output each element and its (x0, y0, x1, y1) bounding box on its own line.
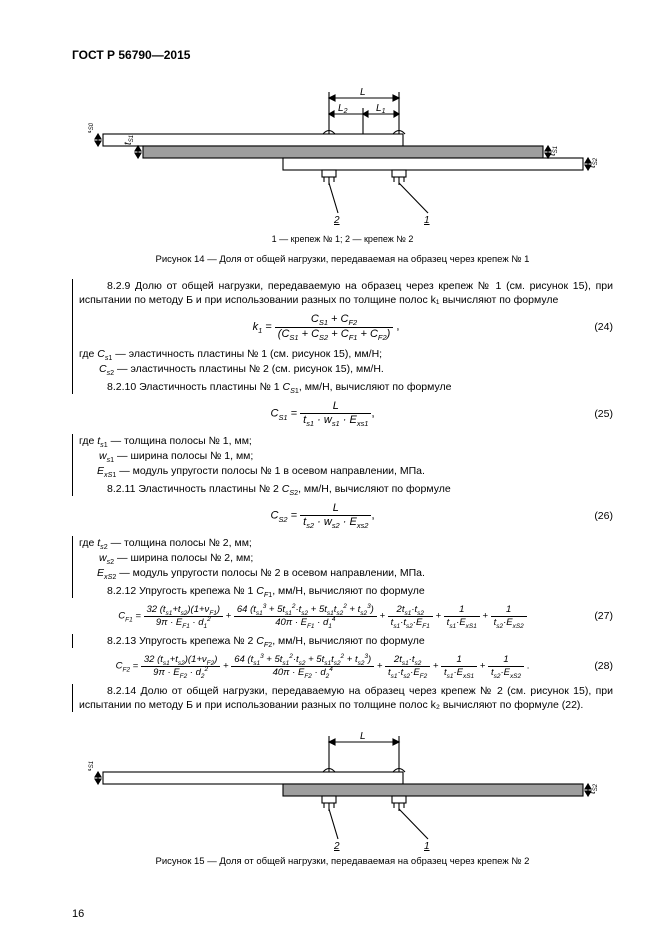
doc-header: ГОСТ Р 56790—2015 (72, 48, 613, 62)
svg-text:L1: L1 (376, 103, 386, 115)
figure-14-sublabel: 1 — крепеж № 1; 2 — крепеж № 2 (72, 234, 613, 244)
def-cs1: где Cs1 — эластичность пластины № 1 (см.… (79, 347, 613, 361)
def-exs1: ExS1 — модуль упругости полосы № 1 в осе… (79, 464, 613, 478)
def-ws1: ws1 — ширина полосы № 1, мм; (79, 449, 613, 463)
page-number: 16 (72, 908, 84, 920)
block-defs-25: где ts1 — толщина полосы № 1, мм; ws1 — … (72, 434, 613, 497)
eq24-lhs: k1 = (253, 321, 275, 333)
equation-27: CF1 = 32 (ts1+ts2)(1+νF1)9π · EF1 · d12 … (72, 604, 613, 628)
def-cs2: Cs2 — эластичность пластины № 2 (см. рис… (79, 362, 613, 376)
block-8-2-14: 8.2.14 Долю от общей нагрузки, передавае… (72, 684, 613, 712)
eq26-num: (26) (573, 509, 613, 523)
p-8-2-14: 8.2.14 Долю от общей нагрузки, передавае… (79, 684, 613, 712)
svg-text:1: 1 (424, 215, 430, 226)
p-8-2-12: 8.2.12 Упругость крепежа № 1 CF1, мм/Н, … (79, 584, 613, 598)
eq25-num: (25) (573, 407, 613, 421)
equation-28: CF2 = 32 (ts1+ts2)(1+νF2)9π · EF2 · d22 … (72, 654, 613, 678)
figure-14-caption: Рисунок 14 — Доля от общей нагрузки, пер… (72, 254, 613, 265)
def-ws2: ws2 — ширина полосы № 2, мм; (79, 551, 613, 565)
svg-text:2: 2 (333, 841, 340, 852)
def-ts1: где ts1 — толщина полосы № 1, мм; (79, 434, 613, 448)
p-8-2-13: 8.2.13 Упругость крепежа № 2 CF2, мм/Н, … (79, 634, 613, 648)
equation-25: CS1 = L ts1 · ws1 · Exs1 , (25) (72, 400, 613, 427)
eq27-num: (27) (573, 609, 613, 623)
equation-24: k1 = CS1 + CF2 (CS1 + CS2 + CF1 + CF2) ,… (79, 313, 613, 340)
svg-text:L2: L2 (338, 103, 348, 115)
p-8-2-10: 8.2.10 Эластичность пластины № 1 CS1, мм… (79, 380, 613, 394)
def-ts2: где ts2 — толщина полосы № 2, мм; (79, 536, 613, 550)
p-8-2-11: 8.2.11 Эластичность пластины № 2 CS2, мм… (79, 482, 613, 496)
block-defs-26: где ts2 — толщина полосы № 2, мм; ws2 — … (72, 536, 613, 599)
figure-15-caption: Рисунок 15 — Доля от общей нагрузки, пер… (72, 856, 613, 867)
svg-text:2: 2 (333, 215, 340, 226)
svg-text:1: 1 (424, 841, 430, 852)
figure-15: L 1 2 tS1 tS2 (88, 722, 598, 852)
svg-text:tS1: tS1 (88, 761, 95, 771)
block-8-2-13: 8.2.13 Упругость крепежа № 2 CF2, мм/Н, … (72, 634, 613, 648)
svg-text:L: L (360, 87, 366, 98)
equation-26: CS2 = L ts2 · ws2 · Exs2 , (26) (72, 502, 613, 529)
figure-14: L L1 L2 1 2 tS0 tS1 tS2 tS1 (88, 78, 598, 228)
block-8-2-9: 8.2.9 Долю от общей нагрузки, передаваем… (72, 279, 613, 394)
p-8-2-9: 8.2.9 Долю от общей нагрузки, передаваем… (79, 279, 613, 307)
def-exs2: ExS2 — модуль упругости полосы № 2 в осе… (79, 566, 613, 580)
eq24-num: (24) (573, 320, 613, 334)
svg-text:L: L (360, 731, 366, 742)
eq28-num: (28) (573, 659, 613, 673)
svg-text:tS0: tS0 (88, 122, 95, 133)
